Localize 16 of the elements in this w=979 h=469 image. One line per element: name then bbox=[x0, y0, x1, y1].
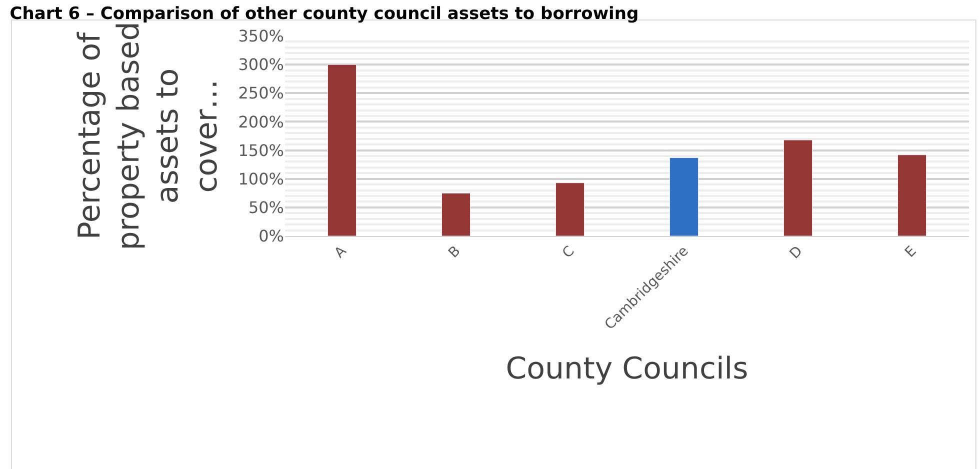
x-tick-label: A bbox=[332, 242, 350, 262]
y-tick-label: 300% bbox=[238, 55, 284, 74]
y-tick-label: 0% bbox=[258, 226, 284, 246]
x-tick-label: C bbox=[560, 243, 578, 262]
x-tick-label: D bbox=[786, 243, 806, 262]
y-tick-label: 50% bbox=[248, 198, 284, 218]
x-axis-title: County Councils bbox=[506, 352, 748, 387]
y-tick-label: 100% bbox=[238, 169, 284, 188]
chart-title: Chart 6 – Comparison of other county council assets to borrowing bbox=[10, 4, 639, 24]
y-axis-title: Percentage of property based assets to cover… bbox=[72, 22, 224, 250]
y-tick-label: 150% bbox=[238, 140, 284, 160]
x-tick-label: E bbox=[902, 243, 920, 261]
y-tick-label: 250% bbox=[238, 84, 284, 103]
x-tick-label: B bbox=[446, 243, 464, 262]
y-tick-label: 350% bbox=[238, 26, 284, 46]
y-tick-label: 200% bbox=[238, 112, 284, 132]
